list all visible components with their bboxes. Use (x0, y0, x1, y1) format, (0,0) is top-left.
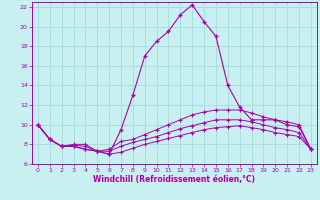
X-axis label: Windchill (Refroidissement éolien,°C): Windchill (Refroidissement éolien,°C) (93, 175, 255, 184)
